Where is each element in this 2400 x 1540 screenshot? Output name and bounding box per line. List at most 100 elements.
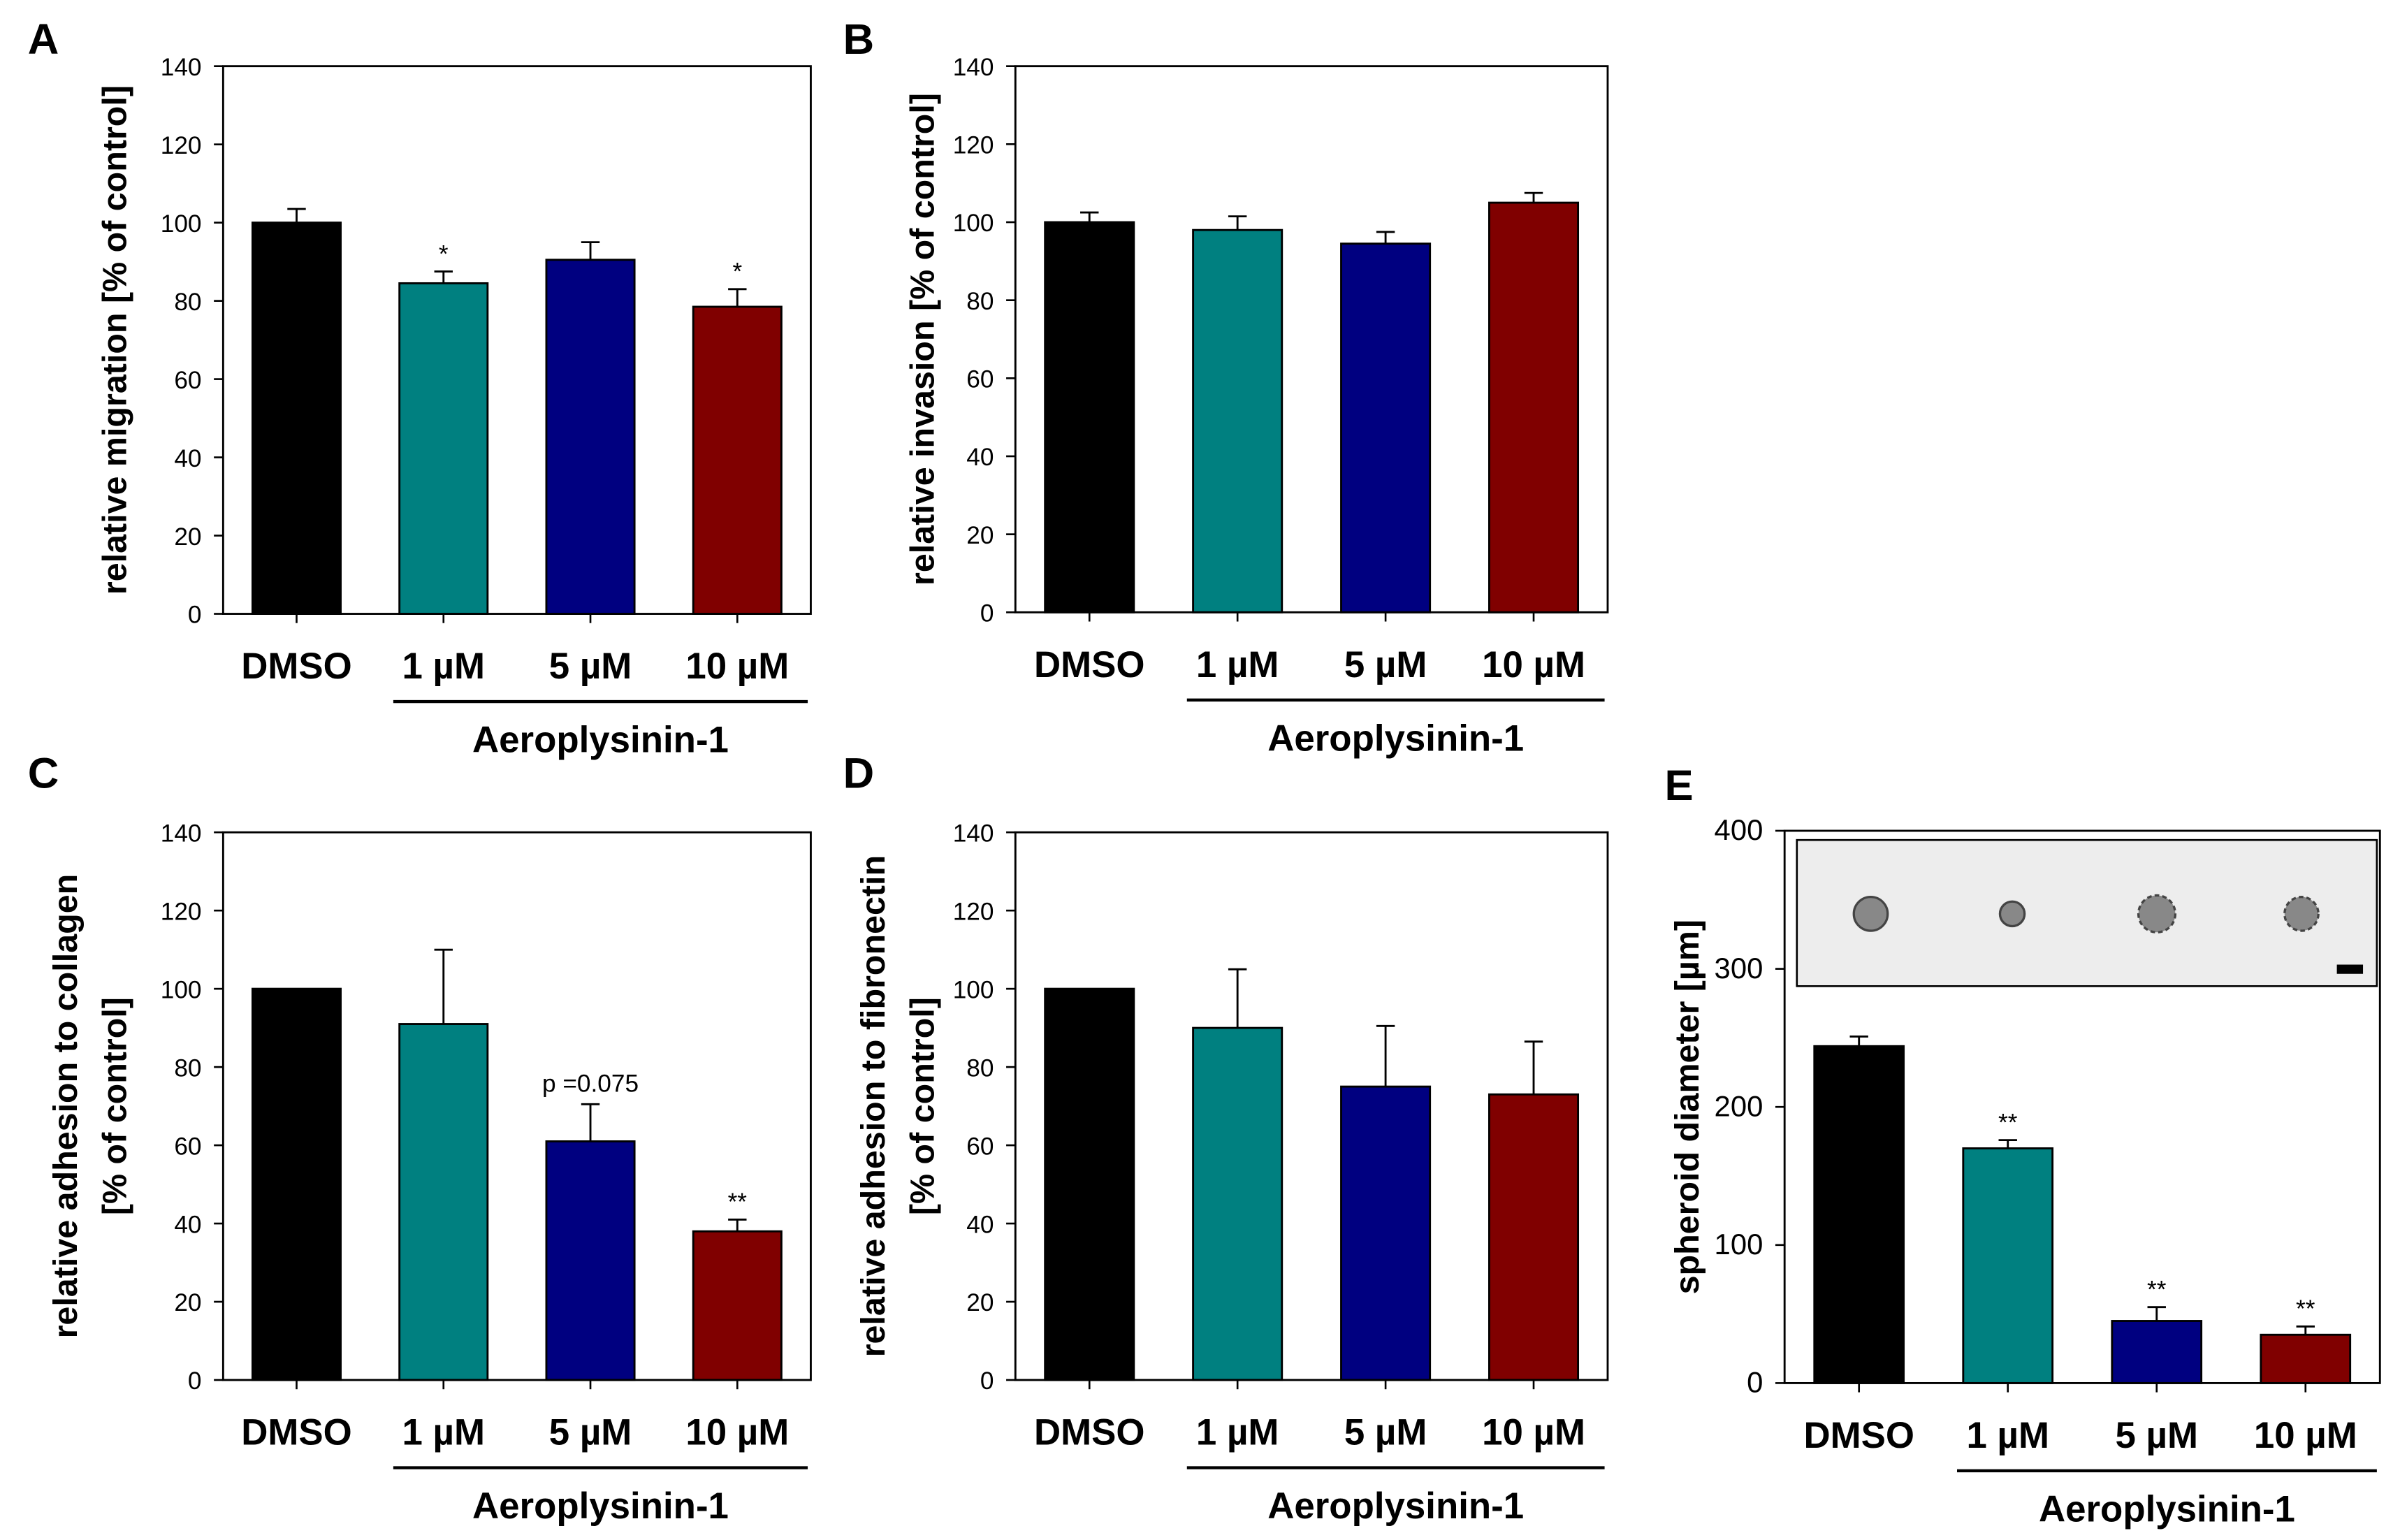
y-tick-label: 80	[174, 289, 201, 316]
y-tick-label: 40	[966, 444, 994, 471]
y-tick-label: 0	[188, 1367, 202, 1395]
panel-letter: E	[1664, 762, 1693, 810]
y-axis-label: spheroid diameter [µm]	[1668, 920, 1706, 1294]
bar-1M	[398, 282, 489, 615]
inset-frame	[1796, 838, 2378, 987]
significance-marker: *	[732, 259, 742, 286]
x-tick-label: 10 µM	[1482, 644, 1585, 685]
x-tick-label: 5 µM	[549, 1411, 632, 1453]
y-tick-label: 100	[953, 976, 994, 1003]
plot-frame	[1014, 831, 1609, 1381]
y-tick-label: 120	[161, 132, 202, 159]
x-tick-label: 10 µM	[2254, 1415, 2357, 1456]
y-axis-label: [% of control]	[904, 997, 942, 1215]
x-tick-label: 10 µM	[685, 646, 789, 687]
plot-frame	[221, 65, 812, 615]
x-tick-label: 10 µM	[685, 1411, 789, 1453]
bar-10M	[692, 1230, 783, 1381]
bar-1M	[1962, 1147, 2054, 1384]
y-tick-label: 60	[966, 366, 994, 393]
x-tick-label: 1 µM	[1966, 1415, 2049, 1456]
bar-DMSO	[251, 221, 342, 615]
y-tick-label: 140	[161, 54, 202, 81]
panel-B: B DMSO 1 µM 5 µM 10 µM 0 20 40 60 80 100 120 140 rela…	[843, 15, 1609, 759]
group-label: Aeroplysinin-1	[472, 1485, 729, 1527]
bar-5M	[1340, 1085, 1432, 1381]
y-tick-label: 120	[953, 132, 994, 159]
bar-DMSO	[251, 987, 342, 1381]
bar-DMSO	[1044, 221, 1135, 613]
group-label: Aeroplysinin-1	[1267, 1485, 1524, 1527]
significance-marker: **	[728, 1189, 748, 1216]
y-tick-label: 60	[966, 1133, 994, 1160]
bar-5M	[1340, 242, 1432, 613]
y-tick-label: 0	[980, 1367, 994, 1395]
spheroid	[1852, 895, 1889, 932]
bar-1M	[398, 1023, 489, 1381]
bar-DMSO	[1813, 1045, 1905, 1384]
panel-letter: C	[28, 749, 59, 797]
group-label: Aeroplysinin-1	[1267, 718, 1524, 759]
bar-10M	[1488, 1093, 1580, 1381]
y-tick-label: 100	[161, 976, 202, 1003]
y-tick-label: 140	[161, 820, 202, 847]
y-tick-label: 40	[174, 1211, 201, 1238]
bar-DMSO	[1044, 987, 1135, 1381]
x-tick-label: 1 µM	[402, 646, 486, 687]
y-tick-label: 20	[966, 522, 994, 549]
spheroid	[2137, 894, 2177, 934]
y-tick-label: 140	[953, 54, 994, 81]
y-tick-label: 20	[174, 523, 201, 551]
group-label: Aeroplysinin-1	[2039, 1489, 2295, 1530]
panel-D: D DMSO 1 µM 5 µM 10 µM 0 20 40 60 80 100 120 140 rela…	[843, 749, 1609, 1527]
y-tick-label: 0	[1747, 1366, 1763, 1399]
significance-marker: **	[1998, 1109, 2018, 1136]
bar-5M	[2111, 1320, 2203, 1384]
spheroid	[1998, 900, 2026, 928]
plot-frame	[1014, 65, 1609, 613]
x-tick-label: 5 µM	[549, 646, 632, 687]
x-tick-label: DMSO	[1803, 1415, 1914, 1456]
bar-5M	[545, 1140, 636, 1381]
panel-letter: D	[843, 749, 875, 797]
x-tick-label: DMSO	[241, 646, 351, 687]
x-tick-label: 1 µM	[1196, 1411, 1279, 1453]
bar-1M	[1192, 1026, 1283, 1381]
x-tick-label: DMSO	[241, 1411, 351, 1453]
spheroid	[2283, 895, 2320, 932]
significance-marker: *	[439, 240, 449, 268]
panel-letter: A	[28, 15, 59, 64]
y-tick-label: 300	[1715, 952, 1763, 985]
y-tick-label: 100	[161, 210, 202, 238]
panel-E: E DMSO ** 1 µM ** 5 µM ** 10 µM 0 100 200 300 400 sph…	[1664, 762, 2381, 1530]
x-tick-label: 1 µM	[1196, 644, 1279, 685]
x-tick-label: DMSO	[1034, 1411, 1145, 1453]
x-tick-label: 5 µM	[2115, 1415, 2198, 1456]
y-axis-label: relative adhesion to fibronectin	[854, 855, 892, 1357]
group-label: Aeroplysinin-1	[472, 720, 729, 761]
y-tick-label: 200	[1715, 1089, 1763, 1122]
x-tick-label: 10 µM	[1482, 1411, 1585, 1453]
bar-10M	[692, 305, 783, 615]
y-tick-label: 80	[174, 1054, 201, 1082]
y-axis-label: relative migration [% of control]	[96, 85, 134, 595]
significance-marker: **	[2147, 1277, 2167, 1304]
y-tick-label: 140	[953, 820, 994, 847]
x-tick-label: 1 µM	[402, 1411, 486, 1453]
x-tick-label: 5 µM	[1344, 1411, 1427, 1453]
panel-letter: B	[843, 15, 875, 64]
y-tick-label: 80	[966, 288, 994, 315]
significance-marker: **	[2296, 1295, 2315, 1323]
y-tick-label: 400	[1715, 813, 1763, 846]
y-tick-label: 100	[1715, 1228, 1763, 1261]
y-tick-label: 100	[953, 210, 994, 237]
bar-1M	[1192, 228, 1283, 613]
bar-5M	[545, 259, 636, 615]
bar-10M	[2260, 1333, 2352, 1384]
y-tick-label: 80	[966, 1054, 994, 1082]
y-tick-label: 40	[966, 1211, 994, 1238]
y-tick-label: 20	[174, 1289, 201, 1316]
y-tick-label: 60	[174, 367, 201, 394]
panel-C: C DMSO 1 µM p =0.075 5 µM ** 10 µM 0 20 40 60 80 100…	[28, 749, 812, 1527]
